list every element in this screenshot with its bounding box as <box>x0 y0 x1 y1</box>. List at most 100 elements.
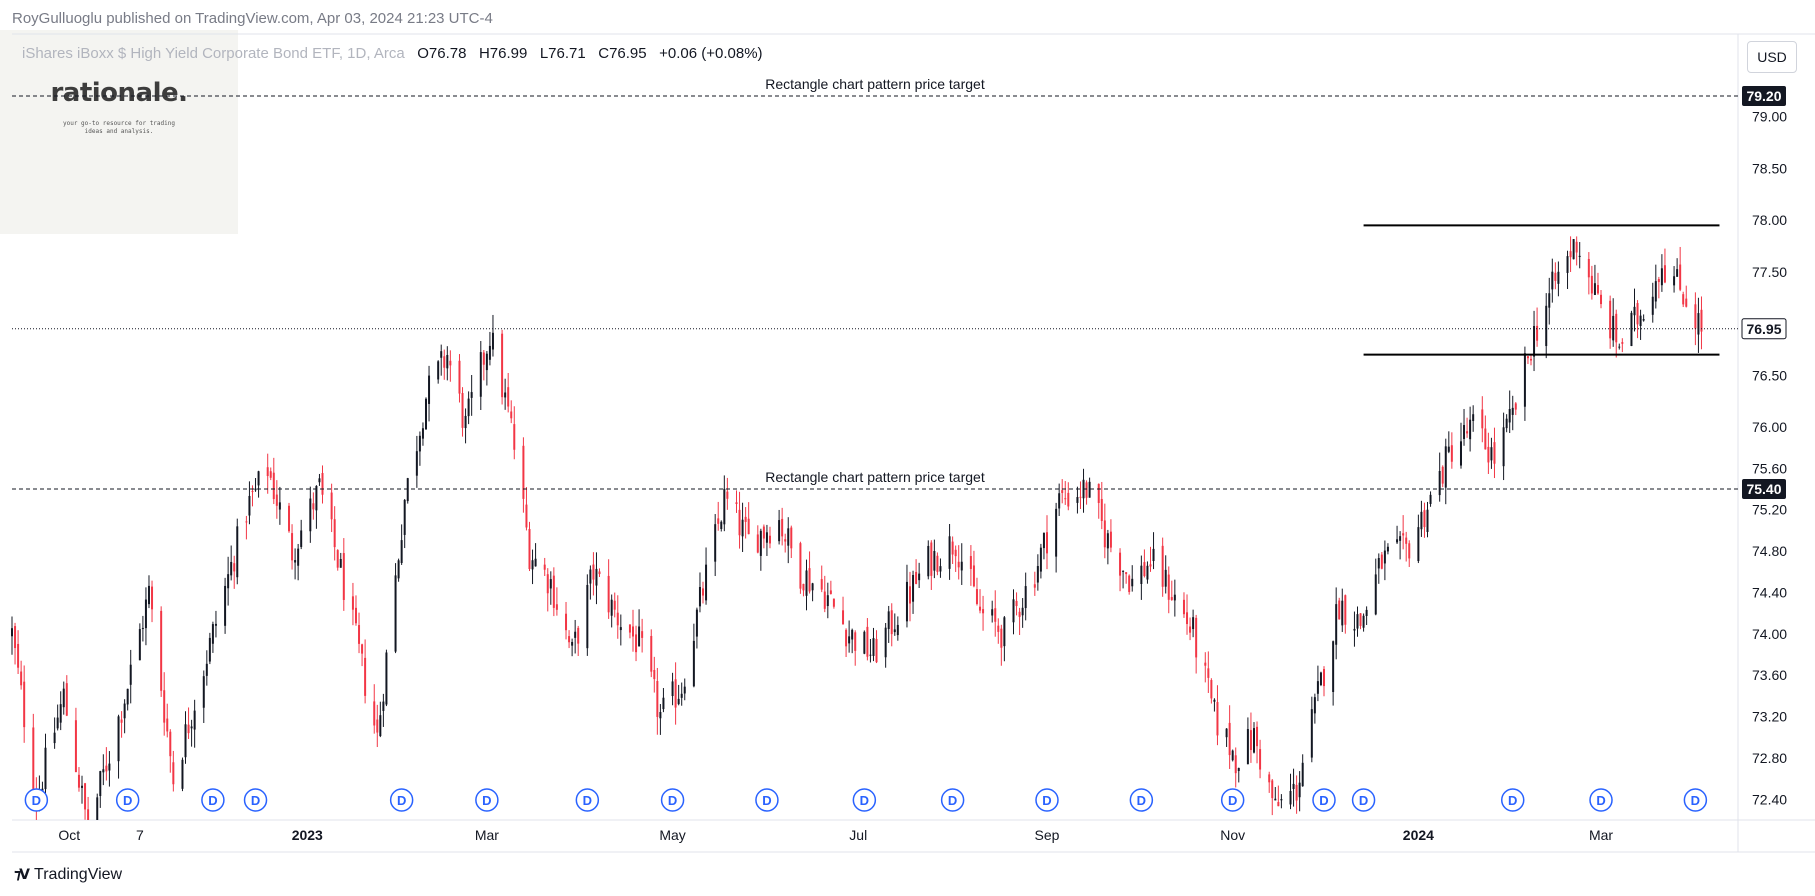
candle-body <box>1106 533 1109 549</box>
candle-body <box>1481 409 1484 429</box>
dividend-marker <box>1683 788 1708 812</box>
candle-body <box>379 715 382 737</box>
candle-body <box>1551 271 1554 290</box>
candle-body <box>784 539 787 542</box>
candle-body <box>1511 407 1514 415</box>
candle-body <box>851 629 854 640</box>
candle-body <box>866 626 869 657</box>
candle-body <box>1323 669 1326 687</box>
dividend-marker <box>940 788 965 812</box>
candle-body <box>294 560 297 563</box>
candle-body <box>1523 353 1526 407</box>
y-tick-label: 73.60 <box>1752 667 1787 683</box>
candle-body <box>726 491 729 499</box>
candle-body <box>1651 296 1654 315</box>
candle-body <box>56 717 59 729</box>
logo-tagline: your go-to resource for trading ideas an… <box>0 120 238 136</box>
candle-body <box>126 688 129 705</box>
candle-body <box>1548 293 1551 308</box>
x-tick-label: Jul <box>849 827 867 843</box>
ohlc-legend: iShares iBoxx $ High Yield Corporate Bon… <box>22 45 763 62</box>
target-level-tag-1 <box>1742 479 1786 500</box>
candle-body <box>975 589 978 604</box>
candle-body <box>1061 490 1064 493</box>
candle-body <box>1310 709 1313 758</box>
candle-body <box>163 690 166 723</box>
candle-body <box>848 636 851 644</box>
candle-body <box>53 732 56 744</box>
candle-body <box>674 679 677 708</box>
candle-body <box>470 392 473 398</box>
candle-body <box>1508 409 1511 423</box>
candle-body <box>275 494 278 506</box>
x-tick-label: May <box>659 827 685 843</box>
candle-body <box>1526 356 1529 359</box>
candle-body <box>1438 470 1441 496</box>
candle-body <box>44 747 47 790</box>
logo-wordmark: rationale. <box>50 78 188 108</box>
candle-body <box>568 636 571 643</box>
dividend-marker-label: D <box>762 793 771 808</box>
candle-body <box>321 473 324 495</box>
candle-body <box>187 724 190 734</box>
candle-body <box>887 611 890 630</box>
candle-body <box>1097 483 1100 503</box>
candle-body <box>671 681 674 697</box>
candle-body <box>1280 799 1283 801</box>
dividend-marker-label: D <box>123 793 132 808</box>
dividend-marker <box>115 788 140 812</box>
candle-body <box>482 352 485 365</box>
candle-body <box>1055 508 1058 557</box>
dividend-marker <box>1351 788 1376 812</box>
candle-body <box>342 553 345 600</box>
candle-body <box>32 727 35 793</box>
candle-body <box>65 683 68 716</box>
candle-body <box>635 634 638 653</box>
candle-body <box>1268 774 1271 783</box>
candle-body <box>768 535 771 544</box>
candle-body <box>1447 446 1450 452</box>
candle-body <box>1472 414 1475 421</box>
candle-body <box>488 345 491 360</box>
candle-body <box>1612 315 1615 341</box>
candle-body <box>1149 564 1152 567</box>
candle-body <box>1289 790 1292 805</box>
candle-body <box>1079 496 1082 498</box>
candle-body <box>364 657 367 696</box>
candle-body <box>491 332 494 350</box>
candle-body <box>105 765 108 772</box>
y-tick-label: 72.80 <box>1752 750 1787 766</box>
candle-body <box>510 411 513 419</box>
candle-body <box>1182 599 1185 615</box>
candle-body <box>1420 511 1423 530</box>
y-tick-label: 75.60 <box>1752 460 1787 476</box>
candle-body <box>1152 548 1155 562</box>
tradingview-branding[interactable]: ⁊V TradingView <box>14 866 122 884</box>
candle-body <box>248 495 251 516</box>
candle-body <box>826 595 829 607</box>
currency-button[interactable]: USD <box>1747 41 1797 73</box>
candle-body <box>723 488 726 525</box>
dividend-marker-label: D <box>1137 793 1146 808</box>
candle-body <box>406 478 409 502</box>
dividend-marker <box>852 788 877 812</box>
candle-body <box>1003 617 1006 647</box>
candle-body <box>586 584 589 649</box>
candle-body <box>1444 446 1447 488</box>
candle-body <box>1109 531 1112 548</box>
logo-tagline-line-2: ideas and analysis. <box>84 128 154 135</box>
candle-body <box>960 561 963 571</box>
candle-body <box>339 558 342 568</box>
dividend-marker-label: D <box>1691 793 1700 808</box>
candle-body <box>1469 419 1472 440</box>
candle-body <box>1682 294 1685 305</box>
candle-body <box>1045 532 1048 554</box>
candle-body <box>120 719 123 723</box>
candle-body <box>702 588 705 596</box>
x-tick-label: 7 <box>136 827 144 843</box>
target-level-price-1: 75.40 <box>1746 481 1781 497</box>
candle-body <box>400 540 403 564</box>
candle-body <box>832 598 835 607</box>
dividend-marker <box>1220 788 1245 812</box>
